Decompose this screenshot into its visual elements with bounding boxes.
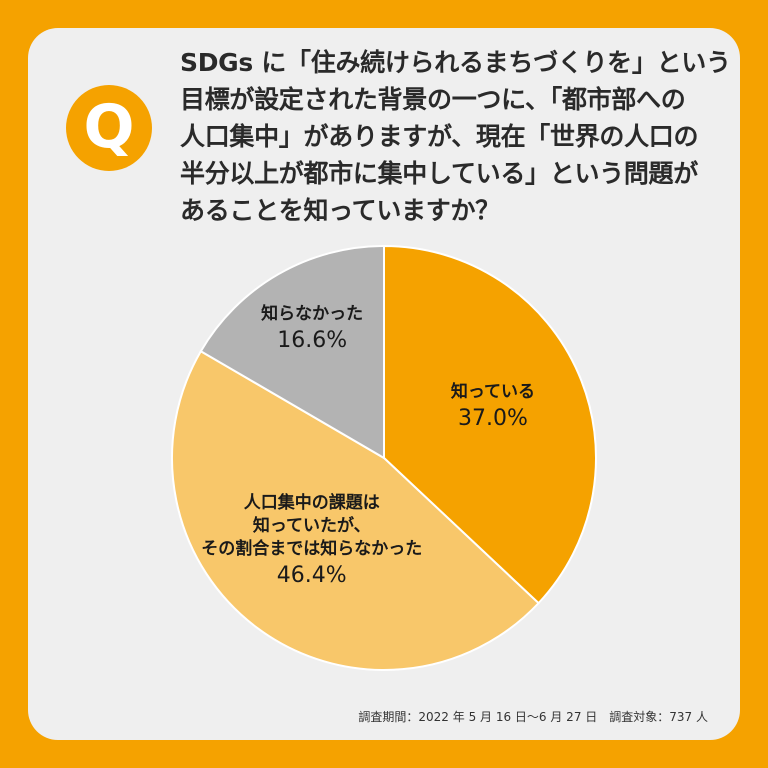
question-line: SDGs に「住み続けられるまちづくりを」という — [180, 48, 731, 77]
question-line: 人口集中」がありますが、現在「世界の人口の — [180, 122, 699, 151]
pie-slice — [171, 349, 540, 671]
q-badge-letter: Q — [83, 92, 135, 162]
pie-slice — [199, 244, 385, 460]
pie-slice — [383, 244, 597, 605]
slice-label: その割合までは知らなかった — [201, 538, 422, 559]
q-badge-icon: Q — [66, 85, 152, 171]
question-line: 目標が設定された背景の一つに、「都市部への — [180, 85, 686, 114]
slice-label: 知っている — [450, 381, 535, 402]
survey-footer: 調査期間：2022 年 5 月 16 日〜6 月 27 日 調査対象：737 人 — [358, 710, 708, 724]
question-text: SDGs に「住み続けられるまちづくりを」という 目標が設定された背景の一つに、… — [180, 44, 740, 229]
question-line: 半分以上が都市に集中している」という問題が — [180, 159, 698, 188]
question-line: あることを知っていますか？ — [180, 196, 500, 225]
slice-value: 46.4% — [277, 563, 347, 588]
slice-value: 37.0% — [458, 406, 528, 431]
slice-value: 16.6% — [277, 328, 347, 353]
slice-label: 知らなかった — [260, 303, 363, 324]
slice-label: 知っていたが、 — [252, 515, 371, 536]
slice-label: 人口集中の課題は — [244, 492, 380, 513]
